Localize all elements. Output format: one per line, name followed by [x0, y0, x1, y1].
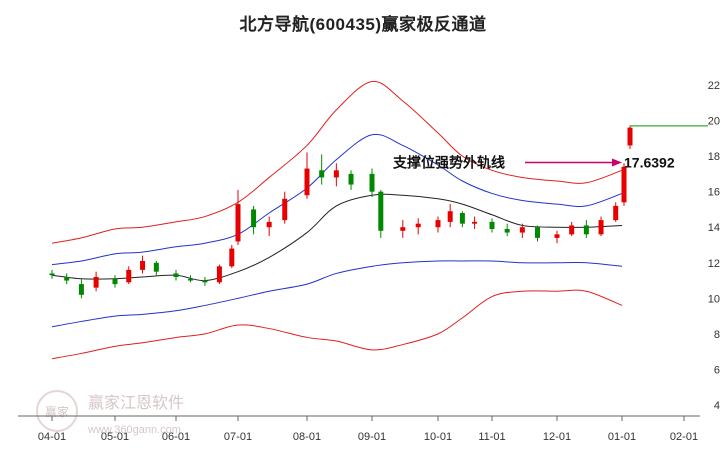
x-tick-label: 04-01: [38, 431, 66, 443]
watermark-url: www.360gann.com: [87, 424, 181, 436]
candle-body: [235, 204, 241, 242]
candle-body: [173, 273, 179, 277]
candle-body: [229, 248, 235, 267]
y-axis-ticks: 4 6 8 10 12 14 16 18 20 22: [708, 80, 720, 412]
band-line-outer-upper: [51, 80, 623, 244]
x-tick-label: 06-01: [162, 431, 190, 443]
x-tick-label: 05-01: [101, 431, 129, 443]
candle-body: [187, 278, 193, 281]
watermark-name: 赢家江恩软件: [88, 393, 184, 412]
candle-body: [348, 173, 354, 185]
candle-body: [266, 221, 272, 228]
annotation-arrow-head-icon: [612, 158, 622, 167]
channel-lines: [51, 80, 623, 360]
band-line-inner-upper: [51, 133, 623, 266]
watermark-logo-icon: [36, 390, 78, 432]
candle-body: [319, 170, 325, 178]
watermark-logo-text: 赢家: [45, 404, 69, 419]
x-tick-label: 09-01: [358, 431, 386, 443]
candles: [49, 125, 633, 299]
x-axis-ticks: 04-01 05-01 06-01 07-01 08-01 09-01 10-01 11-01…: [38, 416, 698, 443]
x-tick-label: 10-01: [424, 431, 452, 443]
candle-body: [369, 173, 375, 192]
annotation-label: 支撑位强势外轨线: [392, 155, 505, 172]
x-tick-label: 12-01: [543, 431, 571, 443]
candle-body: [378, 191, 384, 231]
candle-body: [554, 234, 560, 238]
candle-body: [400, 227, 406, 231]
band-line-outer-lower: [51, 289, 623, 360]
candle-body: [613, 205, 619, 221]
candle-body: [598, 220, 604, 235]
candle-body: [535, 227, 540, 238]
x-tick-label: 07-01: [224, 431, 252, 443]
candle-body: [627, 127, 633, 146]
candle-body: [519, 227, 525, 233]
candle-body: [78, 284, 84, 295]
y-tick-label: 4: [714, 400, 720, 412]
x-tick-label: 11-01: [478, 431, 505, 443]
annotation-value: 17.6392: [624, 155, 675, 171]
y-tick-label: 20: [708, 116, 720, 128]
candle-body: [216, 266, 222, 283]
candle-body: [583, 225, 589, 235]
candle-body: [504, 229, 510, 233]
candle-body: [435, 220, 441, 228]
candle-body: [202, 280, 208, 283]
band-line-inner-lower: [51, 260, 623, 328]
candle-body: [93, 277, 99, 288]
candle-body: [64, 277, 70, 281]
x-tick-label: 02-01: [670, 431, 698, 443]
y-tick-label: 22: [708, 80, 720, 92]
y-tick-label: 14: [708, 222, 720, 234]
x-tick-label: 08-01: [293, 431, 321, 443]
watermark: 赢家 赢家江恩软件 www.360gann.com: [36, 390, 184, 436]
y-tick-label: 8: [714, 329, 720, 341]
candle-body: [140, 261, 146, 270]
candle-body: [415, 223, 421, 228]
support-annotation: 支撑位强势外轨线 17.6392: [392, 125, 708, 172]
x-tick-label: 01-01: [608, 431, 636, 443]
candle-body: [251, 209, 257, 228]
candle-body: [333, 170, 339, 178]
candle-body: [112, 278, 118, 285]
y-tick-label: 6: [714, 364, 720, 376]
y-tick-label: 16: [708, 187, 720, 199]
candle-body: [489, 221, 495, 229]
candle-body: [304, 168, 310, 196]
y-tick-label: 18: [708, 151, 720, 163]
candle-body: [282, 198, 288, 221]
candle-body: [126, 269, 132, 283]
candle-body: [447, 211, 453, 222]
candle-body: [153, 262, 159, 272]
candle-body: [459, 213, 465, 224]
candle-body: [472, 221, 478, 224]
candle-body: [569, 225, 575, 235]
chart-title: 北方导航(600435)赢家极反通道: [239, 15, 487, 34]
y-tick-label: 10: [708, 293, 720, 305]
y-tick-label: 12: [708, 258, 720, 270]
candle-body: [621, 166, 627, 203]
candle-body: [49, 273, 55, 276]
